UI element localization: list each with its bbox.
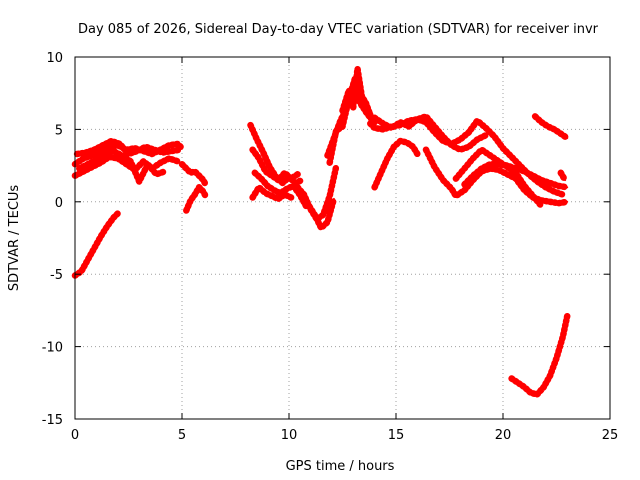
series-s5-markers	[76, 147, 169, 185]
series-s24-markers	[557, 169, 569, 184]
series-s1-markers	[71, 210, 122, 279]
x-tick-label: 15	[388, 428, 405, 443]
grid-lines	[75, 57, 610, 419]
plot-frame	[74, 56, 611, 420]
series-s22-markers	[461, 160, 571, 191]
y-tick-label: -15	[42, 413, 63, 428]
x-tick-label: 25	[602, 428, 619, 443]
y-tick-label: -10	[42, 341, 63, 356]
y-tick-label: 0	[55, 196, 63, 211]
y-tick-label: -5	[50, 268, 63, 283]
chart-title: Day 085 of 2026, Sidereal Day-to-day VTE…	[78, 22, 599, 37]
plot-area	[71, 65, 571, 398]
series-s20-markers	[422, 146, 571, 207]
series-s2-markers	[71, 140, 186, 168]
x-tick-label: 0	[71, 428, 79, 443]
series-s7-markers	[183, 184, 209, 214]
x-tick-label: 5	[178, 428, 186, 443]
series-s23-markers	[531, 113, 571, 142]
series-s9-markers	[249, 146, 301, 184]
series-s18-markers	[371, 113, 490, 153]
series-s13-markers	[298, 192, 338, 232]
x-tick-label: 20	[495, 428, 512, 443]
y-tick-label: 10	[46, 51, 63, 66]
series-s25-markers	[508, 312, 571, 398]
axis-ticks: 0 5 10 15 20 25 -15 -10 -5 0 5 10	[42, 51, 619, 443]
y-axis-label: SDTVAR / TECUs	[7, 185, 22, 292]
y-tick-label: 5	[55, 123, 63, 138]
series-s19-markers	[371, 137, 421, 191]
x-axis-label: GPS time / hours	[286, 459, 395, 474]
series-s16-markers	[339, 65, 374, 119]
series-s3-markers	[71, 153, 181, 179]
series-s6-markers	[178, 160, 209, 188]
series-s4-markers	[73, 137, 184, 158]
x-tick-label: 10	[281, 428, 298, 443]
series-s11-markers	[249, 184, 295, 203]
